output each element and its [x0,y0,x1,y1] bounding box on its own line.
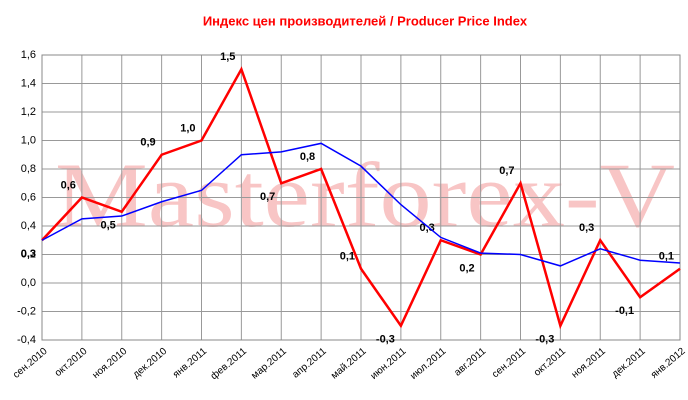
x-tick-label: фев.2011 [208,345,249,382]
x-tick-label: авг.2011 [452,346,488,379]
x-tick-label: сен.2011 [490,346,528,381]
value-label: 0,7 [260,191,275,203]
value-label: 0,3 [579,222,594,234]
x-tick-label: июн.2011 [369,346,409,382]
value-label: 0,1 [659,251,674,263]
value-label: 0,8 [300,151,315,163]
value-label: 0,9 [140,137,155,149]
x-tick-label: май.2011 [329,346,369,382]
value-label: -0,1 [615,305,634,317]
y-tick-label: -0,2 [17,305,36,317]
value-label: -0,3 [535,334,554,346]
value-label: 1,5 [220,51,235,63]
x-tick-label: июл.2011 [408,346,448,382]
value-label: 0,6 [61,179,76,191]
x-tick-label: мар.2011 [249,346,289,382]
y-tick-label: 1,0 [21,134,36,146]
value-label: -0,3 [376,334,395,346]
value-label: 0,3 [419,222,434,234]
y-tick-label: 0,4 [21,220,36,232]
value-label: 0,2 [459,262,474,274]
y-tick-label: 1,4 [21,77,36,89]
x-tick-label: ноя.2011 [570,346,609,381]
x-tick-label: апр.2011 [290,346,329,381]
value-label: 0,3 [21,248,36,260]
x-tick-label: янв.2011 [171,346,209,381]
series-line [41,66,681,330]
x-tick-label: дек.2010 [131,346,170,381]
y-tick-label: 0,0 [21,277,36,289]
y-tick-label: -0,4 [17,334,36,346]
plot-frame [41,54,681,341]
x-tick-label: окт.2011 [532,346,568,379]
y-tick-label: 1,2 [21,106,36,118]
x-tick-label: окт.2010 [53,346,90,379]
chart-title: Индекс цен производителей / Producer Pri… [203,13,528,28]
y-tick-label: 0,2 [21,248,36,260]
x-tick-label: сен.2010 [11,346,50,381]
value-label: 0,7 [499,165,514,177]
value-label: 0,5 [100,220,115,232]
y-tick-label: 0,6 [21,191,36,203]
y-tick-label: 1,6 [21,49,36,61]
y-tick-label: 0,8 [21,163,36,175]
x-tick-label: дек.2011 [610,346,648,380]
x-tick-label: янв.2012 [649,346,688,381]
series-line [41,142,681,267]
x-tick-label: ноя.2010 [90,346,129,381]
value-label: 1,0 [180,122,195,134]
value-label: 0,1 [340,251,355,263]
